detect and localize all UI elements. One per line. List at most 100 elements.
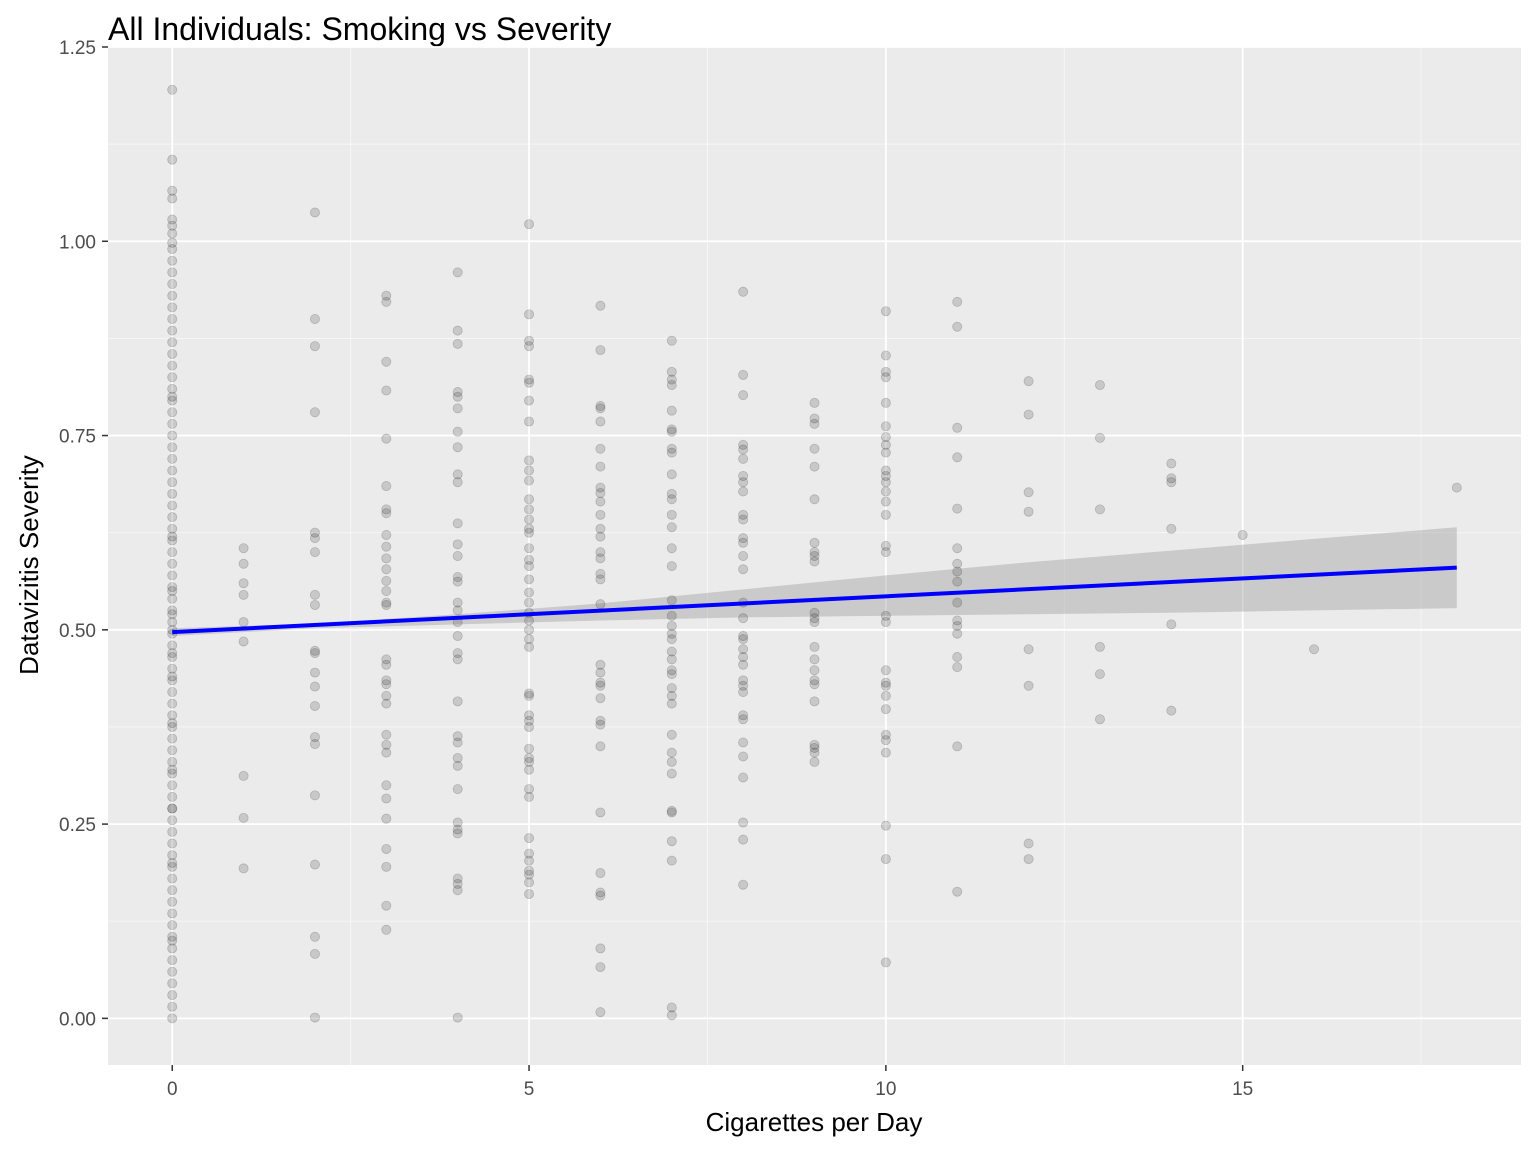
data-point bbox=[809, 617, 820, 628]
data-point bbox=[524, 543, 535, 554]
data-point bbox=[381, 597, 392, 608]
data-point bbox=[1023, 409, 1034, 420]
data-point bbox=[809, 756, 820, 767]
data-point bbox=[952, 566, 963, 577]
data-point bbox=[167, 850, 178, 861]
data-point bbox=[1166, 705, 1177, 716]
data-point bbox=[880, 854, 891, 865]
data-point bbox=[167, 325, 178, 336]
data-point bbox=[381, 585, 392, 596]
grid-major-lines bbox=[108, 46, 1521, 1065]
data-point bbox=[309, 527, 320, 538]
data-point bbox=[381, 780, 392, 791]
data-point bbox=[238, 863, 249, 874]
data-point bbox=[1023, 680, 1034, 691]
data-point bbox=[167, 313, 178, 324]
data-point bbox=[309, 790, 320, 801]
data-point bbox=[666, 1002, 677, 1013]
data-point bbox=[809, 654, 820, 665]
data-point bbox=[738, 390, 749, 401]
data-point bbox=[524, 514, 535, 525]
data-point bbox=[524, 715, 535, 726]
data-point bbox=[167, 648, 178, 659]
data-point bbox=[167, 477, 178, 488]
data-point bbox=[452, 325, 463, 336]
data-point bbox=[452, 605, 463, 616]
data-point bbox=[167, 228, 178, 239]
data-point bbox=[167, 255, 178, 266]
data-point bbox=[452, 731, 463, 742]
data-point bbox=[381, 679, 392, 690]
data-point bbox=[167, 372, 178, 383]
data-point bbox=[666, 698, 677, 709]
data-point bbox=[666, 669, 677, 680]
data-point bbox=[524, 791, 535, 802]
data-point bbox=[452, 442, 463, 453]
data-point bbox=[381, 599, 392, 610]
data-point bbox=[1094, 669, 1105, 680]
y-tick-label: 0.75 bbox=[59, 427, 96, 448]
data-point bbox=[167, 885, 178, 896]
data-point bbox=[595, 482, 606, 493]
data-point bbox=[595, 741, 606, 752]
confidence-band-layer bbox=[172, 527, 1457, 636]
data-point bbox=[738, 751, 749, 762]
data-point bbox=[880, 509, 891, 520]
chart-title: All Individuals: Smoking vs Severity bbox=[108, 11, 611, 47]
data-point bbox=[167, 721, 178, 732]
data-point bbox=[738, 879, 749, 890]
data-point bbox=[167, 237, 178, 248]
data-point bbox=[880, 366, 891, 377]
data-point bbox=[452, 817, 463, 828]
y-axis: 0.00 0.25 0.50 0.75 1.00 1.25 bbox=[59, 38, 108, 1030]
data-point bbox=[524, 641, 535, 652]
data-point bbox=[809, 679, 820, 690]
data-point bbox=[452, 784, 463, 795]
data-point bbox=[309, 645, 320, 656]
data-point bbox=[238, 617, 249, 628]
data-point bbox=[167, 302, 178, 313]
data-point bbox=[809, 537, 820, 548]
data-point bbox=[167, 430, 178, 441]
data-point bbox=[452, 267, 463, 278]
data-point bbox=[1094, 432, 1105, 443]
data-point bbox=[167, 675, 178, 686]
data-point bbox=[880, 957, 891, 968]
data-point bbox=[381, 290, 392, 301]
data-point bbox=[524, 219, 535, 230]
data-point bbox=[167, 220, 178, 231]
data-point bbox=[738, 644, 749, 655]
data-point bbox=[524, 475, 535, 486]
data-point bbox=[666, 595, 677, 606]
data-point bbox=[452, 477, 463, 488]
y-axis-title: Datavizitis Severity bbox=[14, 455, 44, 675]
data-point bbox=[238, 589, 249, 600]
data-point bbox=[666, 628, 677, 639]
data-point bbox=[738, 817, 749, 828]
data-point bbox=[381, 504, 392, 515]
data-point bbox=[309, 732, 320, 743]
data-point bbox=[524, 634, 535, 645]
data-point bbox=[738, 470, 749, 481]
data-point bbox=[666, 855, 677, 866]
data-point bbox=[952, 652, 963, 663]
data-point bbox=[738, 509, 749, 520]
data-point bbox=[952, 597, 963, 608]
data-point bbox=[738, 652, 749, 663]
data-point bbox=[666, 729, 677, 740]
data-point bbox=[167, 558, 178, 569]
data-point bbox=[452, 391, 463, 402]
data-point bbox=[880, 306, 891, 317]
data-point bbox=[524, 784, 535, 795]
data-point bbox=[952, 503, 963, 514]
y-tick-label: 0.50 bbox=[59, 621, 96, 642]
data-point bbox=[309, 931, 320, 942]
data-point bbox=[167, 391, 178, 402]
data-point bbox=[809, 461, 820, 472]
data-point bbox=[524, 710, 535, 721]
confidence-band bbox=[172, 527, 1457, 636]
data-point bbox=[595, 574, 606, 585]
data-point bbox=[167, 640, 178, 651]
data-point bbox=[167, 279, 178, 290]
data-point bbox=[452, 654, 463, 665]
